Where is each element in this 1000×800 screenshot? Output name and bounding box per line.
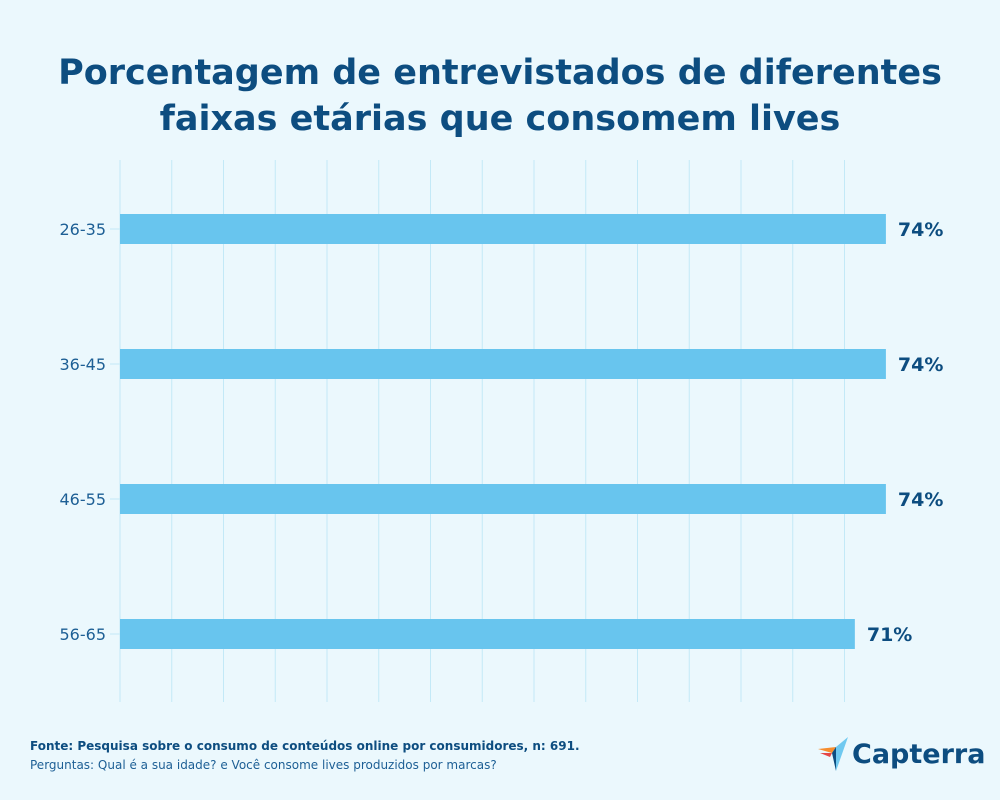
bar-chart: 26-35 74% 36-45 74% 46-55 74% 56-65 71% (60, 160, 943, 702)
bar (120, 619, 855, 649)
category-label: 26-35 (60, 220, 107, 239)
questions-note: Perguntas: Qual é a sua idade? e Você co… (30, 758, 497, 772)
data-label: 71% (867, 624, 912, 646)
source-note: Fonte: Pesquisa sobre o consumo de conte… (30, 739, 580, 753)
bar (120, 214, 886, 244)
data-label: 74% (898, 219, 943, 241)
logo-text: Capterra (852, 738, 986, 770)
capterra-logo: Capterra (818, 737, 985, 771)
chart-title: Porcentagem de entrevistados de diferent… (58, 53, 942, 139)
category-label: 36-45 (60, 355, 107, 374)
bar (120, 484, 886, 514)
capterra-logo-icon (818, 737, 848, 771)
category-label: 56-65 (60, 625, 107, 644)
category-label: 46-55 (60, 490, 107, 509)
bar (120, 349, 886, 379)
data-label: 74% (898, 489, 943, 511)
data-label: 74% (898, 354, 943, 376)
